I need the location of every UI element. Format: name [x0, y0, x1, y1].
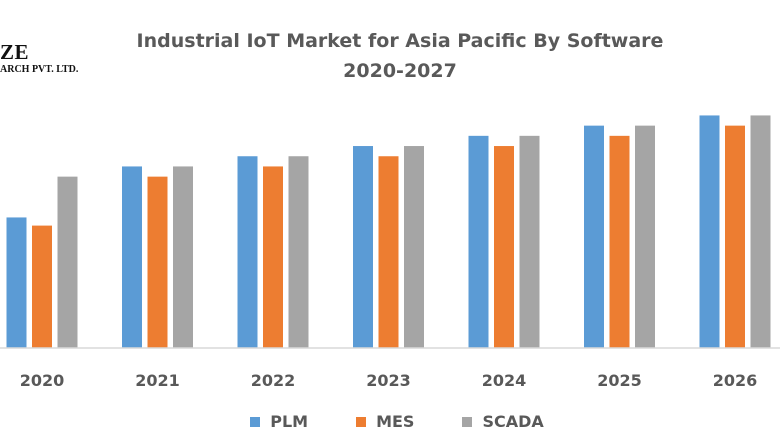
logo-line-2: ARCH PVT. LTD.: [0, 64, 79, 75]
bar-plm-2026: [699, 115, 720, 348]
company-logo: ZE ARCH PVT. LTD.: [0, 42, 78, 76]
bar-scada-2021: [173, 166, 193, 348]
chart-title: Industrial IoT Market for Asia Pacific B…: [136, 30, 664, 52]
x-tick-label: 2025: [597, 371, 642, 390]
bar-scada-2024: [519, 135, 540, 348]
legend-label: MES: [376, 412, 415, 431]
bar-mes-2021: [147, 176, 168, 348]
bar-plm-2025: [584, 125, 604, 348]
bar-mes-2022: [263, 166, 283, 348]
bar-plm-2020: [6, 217, 27, 348]
x-tick-label: 2020: [20, 371, 65, 390]
x-tick-label: 2026: [713, 371, 758, 390]
bar-scada-2025: [635, 125, 655, 348]
bar-plm-2024: [468, 135, 489, 348]
bar-mes-2023: [378, 156, 399, 348]
legend-item-scada: SCADA: [448, 412, 544, 431]
bar-mes-2024: [494, 146, 514, 348]
bar-scada-2026: [750, 115, 771, 348]
legend-label: SCADA: [482, 412, 544, 431]
bar-plm-2023: [353, 146, 373, 348]
x-tick-label: 2023: [366, 371, 411, 390]
x-tick-label: 2022: [251, 371, 296, 390]
legend-swatch: [462, 416, 473, 427]
bar-scada-2023: [404, 146, 424, 348]
logo-line-1: ZE: [0, 40, 30, 64]
x-tick-labels: 2020 2021 2022 2023 2024 2025 2026: [20, 371, 758, 390]
legend-swatch: [250, 416, 261, 427]
bar-mes-2025: [609, 135, 630, 348]
bars-group: [6, 115, 771, 348]
x-tick-label: 2021: [135, 371, 180, 390]
legend: PLM MES SCADA: [0, 412, 780, 431]
legend-label: PLM: [270, 412, 309, 431]
legend-swatch: [356, 416, 367, 427]
legend-item-mes: MES: [342, 412, 414, 431]
bar-mes-2020: [32, 225, 52, 348]
chart-title-block: Industrial IoT Market for Asia Pacific B…: [100, 26, 700, 86]
bar-plm-2021: [122, 166, 142, 348]
bar-scada-2022: [288, 156, 309, 348]
bar-mes-2026: [725, 125, 745, 348]
bar-scada-2020: [57, 176, 78, 348]
bar-plm-2022: [237, 156, 258, 348]
x-tick-label: 2024: [482, 371, 527, 390]
legend-item-plm: PLM: [236, 412, 308, 431]
chart-subtitle: 2020-2027: [343, 60, 457, 82]
